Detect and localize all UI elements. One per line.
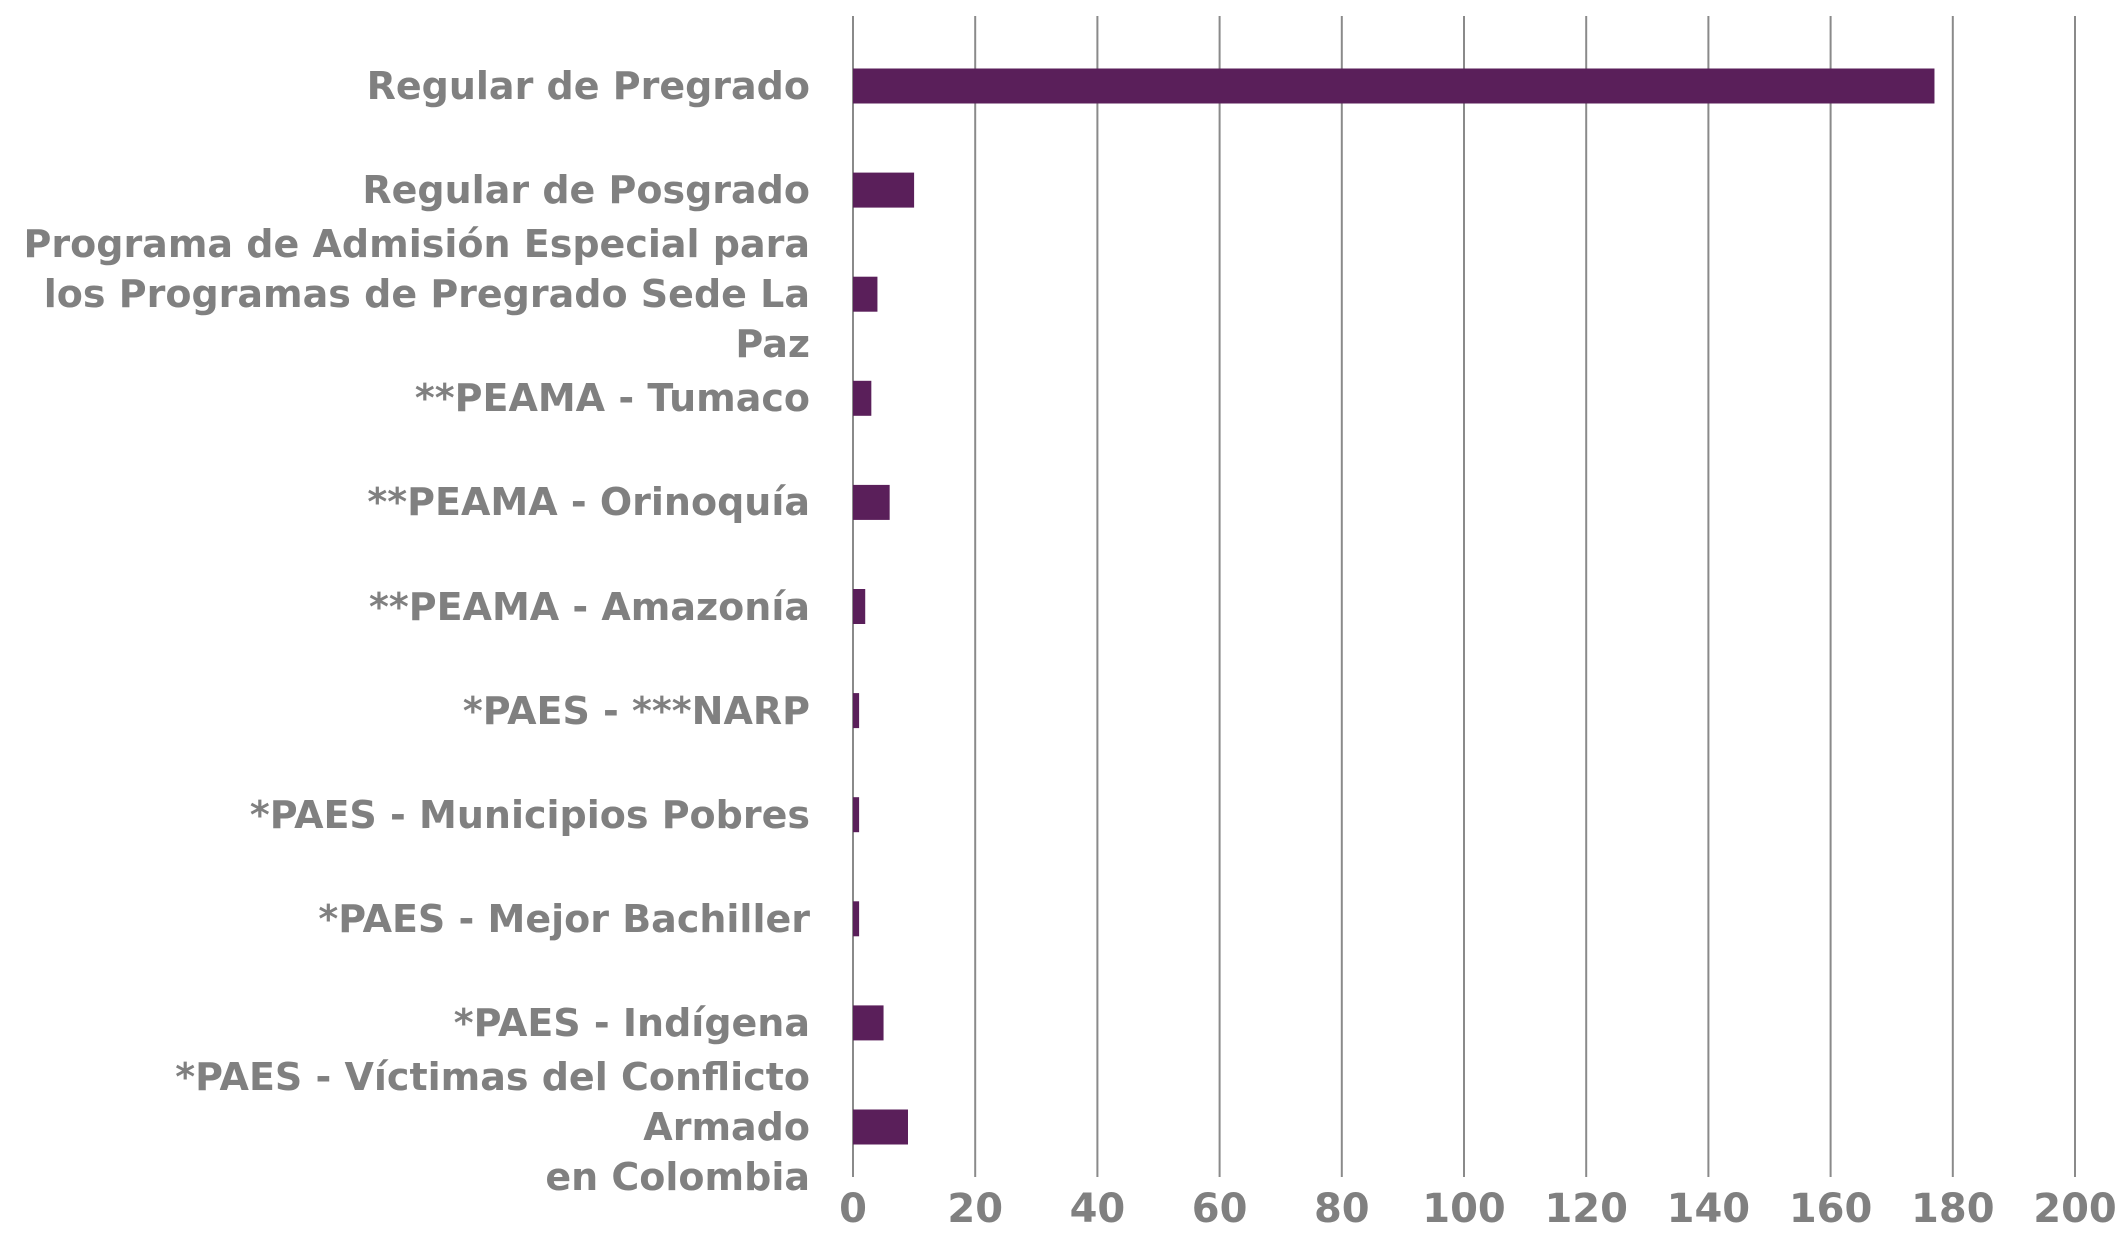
bar <box>853 1005 884 1041</box>
x-tick-label: 140 <box>1667 1186 1751 1232</box>
x-tick-label: 160 <box>1789 1186 1873 1232</box>
x-tick-label: 180 <box>1911 1186 1995 1232</box>
y-tick-label: **PEAMA - Orinoquía <box>367 480 810 525</box>
y-tick-label: Regular de Pregrado <box>366 64 810 108</box>
y-tick-label: Programa de Admisión Especial para los P… <box>23 222 810 367</box>
bar <box>853 172 915 208</box>
bar <box>853 380 872 416</box>
bar <box>853 276 878 312</box>
x-tick-label: 20 <box>947 1186 1003 1232</box>
bar <box>853 693 860 729</box>
y-tick-label: *PAES - Mejor Bachiller <box>318 896 810 941</box>
y-tick-label: *PAES - ***NARP <box>462 688 810 733</box>
y-tick-label: *PAES - Víctimas del Conflicto Armado en… <box>175 1055 810 1199</box>
x-tick-label: 200 <box>2033 1186 2117 1232</box>
y-tick-label: **PEAMA - Amazonía <box>368 584 810 629</box>
bar <box>853 68 1935 104</box>
bar <box>853 797 860 833</box>
y-tick-label: **PEAMA - Tumaco <box>414 376 810 421</box>
x-tick-label: 80 <box>1314 1186 1370 1232</box>
y-tick-label: *PAES - Indígena <box>453 1000 810 1045</box>
bar <box>853 484 890 520</box>
x-tick-label: 60 <box>1192 1186 1248 1232</box>
x-tick-label: 0 <box>839 1186 867 1232</box>
x-tick-label: 120 <box>1544 1186 1628 1232</box>
y-tick-label: Regular de Posgrado <box>362 168 810 213</box>
bar <box>853 901 860 937</box>
bar <box>853 589 866 624</box>
x-tick-label: 100 <box>1422 1186 1506 1232</box>
bar <box>853 1109 908 1145</box>
x-tick-label: 40 <box>1070 1186 1126 1232</box>
y-tick-label: *PAES - Municipios Pobres <box>249 792 810 837</box>
